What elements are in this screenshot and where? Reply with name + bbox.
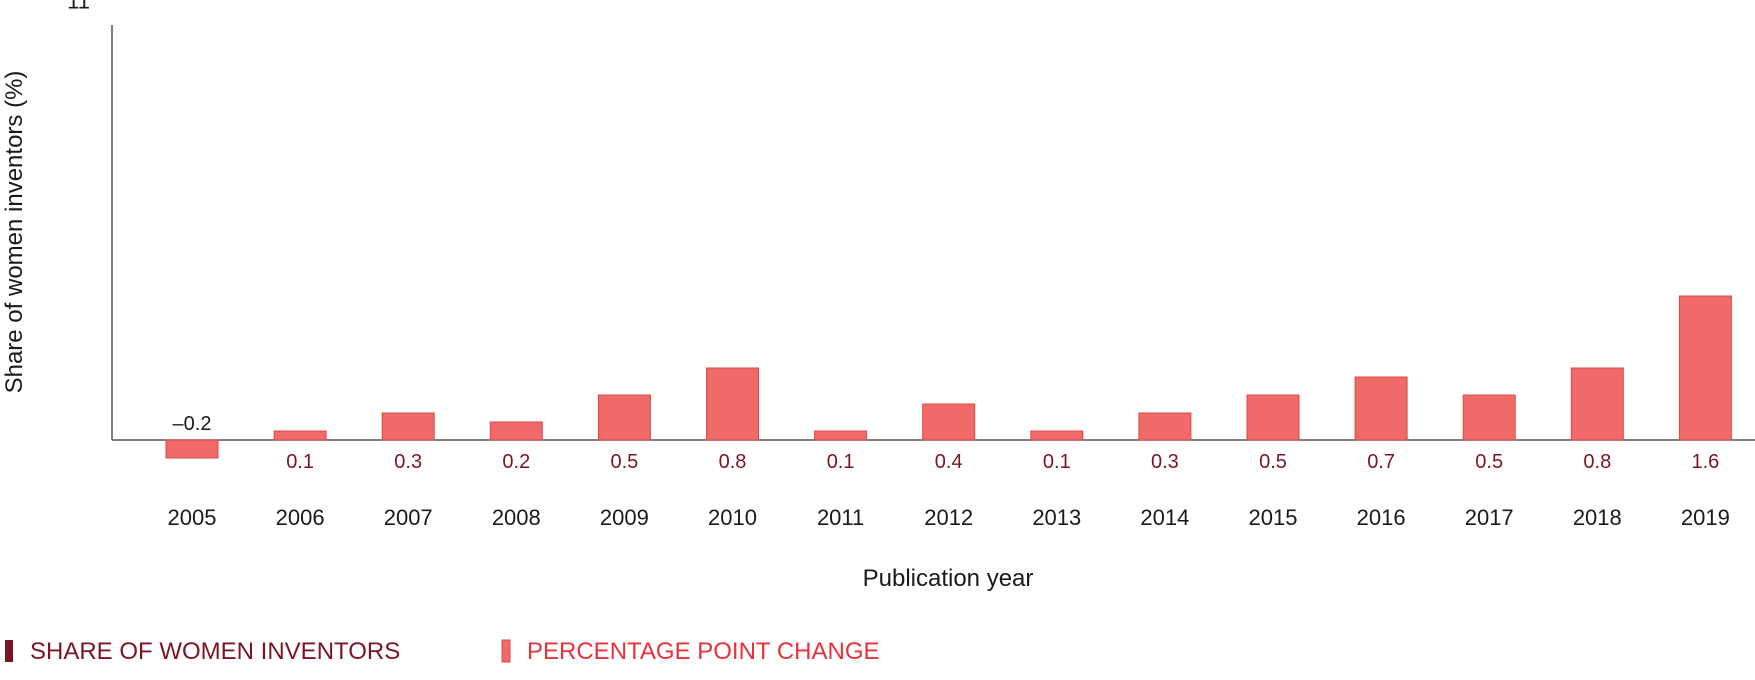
axes (111, 25, 1755, 441)
bar-value-label: 0.1 (286, 451, 314, 473)
bar-value-labels: –0.2 0.1 0.3 0.2 0.5 0.8 0.1 0.4 0.1 0.3 0.5 0.7 0.5… (173, 413, 1720, 473)
bar (489, 421, 543, 441)
x-tick-label: 2007 (384, 505, 433, 530)
bar-value-label: 0.7 (1367, 451, 1395, 473)
bar (922, 403, 976, 441)
bar (1030, 430, 1084, 441)
legend-swatch-bar (501, 639, 511, 663)
x-tick-label: 2013 (1032, 505, 1081, 530)
bars (165, 295, 1732, 459)
bar-value-label: 0.4 (935, 451, 963, 473)
x-tick-label: 2008 (492, 505, 541, 530)
bar-value-label: –0.2 (173, 413, 212, 435)
x-tick-label: 2015 (1249, 505, 1298, 530)
bar (165, 439, 219, 459)
legend-label-line: SHARE OF WOMEN INVENTORS (30, 638, 400, 665)
x-tick-label: 2005 (168, 505, 217, 530)
x-tick-label: 2018 (1573, 505, 1622, 530)
legend-label-bar: PERCENTAGE POINT CHANGE (527, 638, 880, 665)
bar (1354, 376, 1408, 441)
bar-value-label: 0.5 (1475, 451, 1503, 473)
legend: SHARE OF WOMEN INVENTORS PERCENTAGE POIN… (5, 638, 880, 665)
bar (814, 430, 868, 441)
bar (1678, 295, 1732, 441)
bar (1462, 394, 1516, 441)
bar-value-label: 0.5 (610, 451, 638, 473)
y-tick-label: 11 (67, 0, 90, 13)
x-axis-title: Publication year (863, 565, 1034, 592)
y-axis-title: Share of women inventors (%) (1, 71, 28, 394)
bar (1570, 367, 1624, 441)
bar (381, 412, 435, 441)
x-tick-label: 2006 (276, 505, 325, 530)
x-tick-label: 2009 (600, 505, 649, 530)
x-tick-label: 2014 (1140, 505, 1189, 530)
bar (1138, 412, 1192, 441)
bar-value-label: 0.8 (1583, 451, 1611, 473)
legend-swatch-line (5, 640, 13, 662)
bar-value-label: 1.6 (1691, 451, 1719, 473)
bar-value-label: 0.5 (1259, 451, 1287, 473)
bar (273, 430, 327, 441)
x-tick-label: 2016 (1357, 505, 1406, 530)
y-tick-labels: 111213141516171819 (67, 0, 90, 13)
bar (1246, 394, 1300, 441)
bar-value-label: 0.1 (1043, 451, 1071, 473)
x-tick-label: 2010 (708, 505, 757, 530)
bar-value-label: 0.3 (1151, 451, 1179, 473)
x-tick-label: 2017 (1465, 505, 1514, 530)
bar (706, 367, 759, 441)
x-tick-label: 2012 (924, 505, 973, 530)
bar-value-label: 0.1 (827, 451, 855, 473)
x-tick-label: 2019 (1681, 505, 1730, 530)
x-tick-label: 2011 (817, 505, 864, 530)
x-tick-labels: 2005 2006 2007 2008 2009 2010 2011 2012 2013 2014… (168, 505, 1730, 530)
bar-value-label: 0.2 (502, 451, 530, 473)
bar-value-label: 0.8 (719, 451, 747, 473)
bar-value-label: 0.3 (394, 451, 422, 473)
bar (597, 394, 651, 441)
